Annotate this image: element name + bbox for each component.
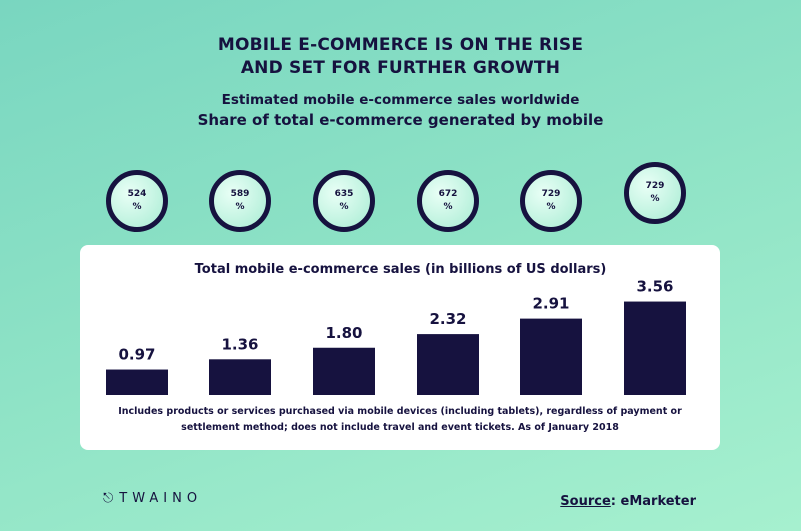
title: MOBILE E-COMMERCE IS ON THE RISE AND SET… xyxy=(217,35,584,78)
source: Source: eMarketer xyxy=(560,494,696,509)
chart-card xyxy=(80,245,720,450)
source-text: : eMarketer xyxy=(610,494,696,509)
share-circle: 672 % xyxy=(417,170,479,232)
share-circle: 635 % xyxy=(313,170,375,232)
share-circle: 589 % xyxy=(209,170,271,232)
subtitle: Share of total e-commerce generated by m… xyxy=(197,111,604,129)
value-label: 2.91 xyxy=(532,295,569,313)
logo: ⎋ TWAINO xyxy=(103,491,203,506)
bar xyxy=(520,318,582,395)
logo-text: TWAINO xyxy=(119,491,203,506)
value-label: 3.56 xyxy=(636,278,673,296)
bar xyxy=(417,334,479,395)
footnote: Includes products or services purchased … xyxy=(118,406,682,433)
value-label: 1.80 xyxy=(325,324,362,342)
share-circle: 729 % xyxy=(624,162,686,224)
share-circle: 524 % xyxy=(106,170,168,232)
value-label: 0.97 xyxy=(118,346,155,364)
value-label: 1.36 xyxy=(221,335,258,353)
bar xyxy=(313,347,375,395)
share-circle: 729 % xyxy=(520,170,582,232)
bar xyxy=(624,301,686,395)
source-label: Source xyxy=(560,494,611,509)
bar xyxy=(106,369,168,395)
value-label: 2.32 xyxy=(429,310,466,328)
chart-title: Total mobile e-commerce sales (in billio… xyxy=(194,262,607,277)
bar xyxy=(209,359,271,395)
subtitle: Estimated mobile e-commerce sales worldw… xyxy=(221,92,580,108)
